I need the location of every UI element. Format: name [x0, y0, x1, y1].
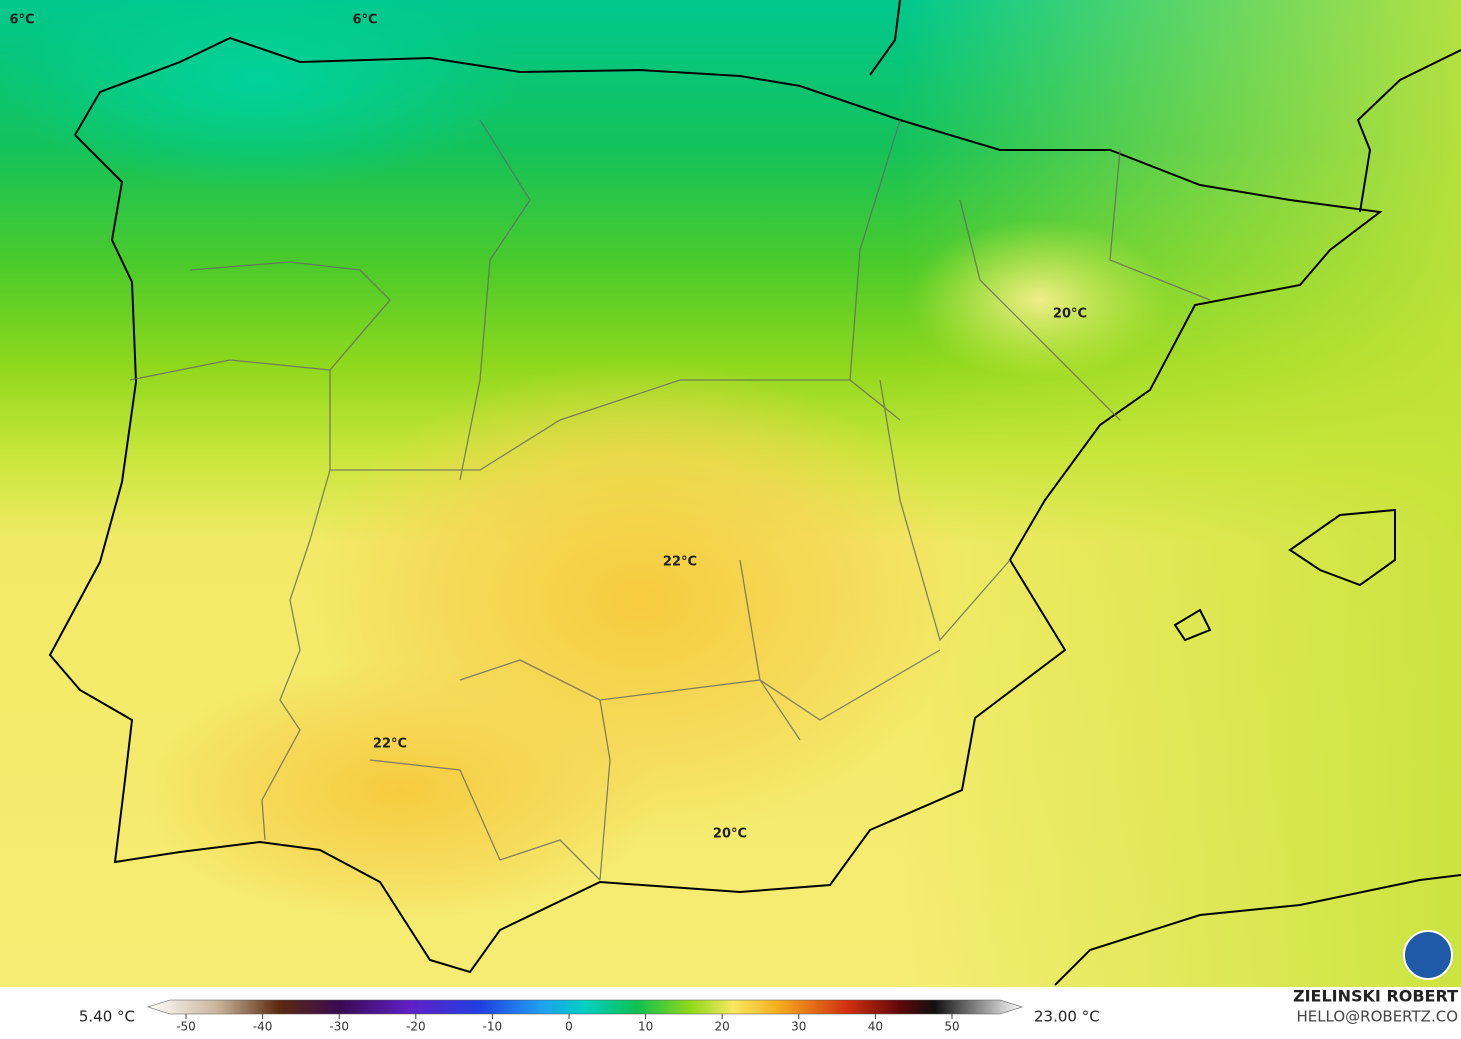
colorbar-tick-label: -50	[176, 1020, 196, 1034]
colorbar: -50 -40 -30 -20 -10 0 10 20 30 40 50 5.40 °C 23.00…	[79, 999, 1100, 1034]
isotherm-label: 20°C	[713, 827, 747, 842]
colorbar-tick-label: 10	[638, 1020, 653, 1034]
isotherm-label: 6°C	[9, 13, 34, 28]
colorbar-tick-label: 50	[944, 1020, 959, 1034]
colorbar-max: 23.00 °C	[1034, 1008, 1100, 1026]
colorbar-tick-label: 20	[715, 1020, 730, 1034]
colorbar-ticks: -50 -40 -30 -20 -10 0 10 20 30 40 50	[176, 1014, 960, 1034]
contact: HELLO@ROBERTZ.CO	[1296, 1008, 1458, 1026]
colorbar-tick-label: 0	[565, 1020, 573, 1034]
noaa-logo	[1403, 930, 1453, 980]
colorbar-tick-label: -10	[483, 1020, 503, 1034]
coastline	[48, 0, 1461, 986]
isotherm-label: 20°C	[1053, 307, 1087, 322]
colorbar-tick-label: -30	[329, 1020, 349, 1034]
colorbar-tick-label: -40	[253, 1020, 273, 1034]
isotherm-label: 22°C	[663, 555, 697, 570]
colorbar-min: 5.40 °C	[79, 1008, 135, 1026]
credits: ZIELINSKI ROBERT HELLO@ROBERTZ.CO	[1293, 930, 1458, 1026]
colorbar-tick-label: 30	[791, 1020, 806, 1034]
colorbar-tick-label: 40	[868, 1020, 883, 1034]
colorbar-tick-label: -20	[406, 1020, 426, 1034]
isotherm-label: 6°C	[352, 13, 377, 28]
isotherm-label: 22°C	[373, 737, 407, 752]
map-labels: 6°C 6°C 20°C 22°C 22°C 20°C	[9, 13, 1087, 842]
region-borders	[129, 119, 1211, 881]
colorbar-scale	[147, 999, 1023, 1015]
author: ZIELINSKI ROBERT	[1293, 987, 1458, 1006]
